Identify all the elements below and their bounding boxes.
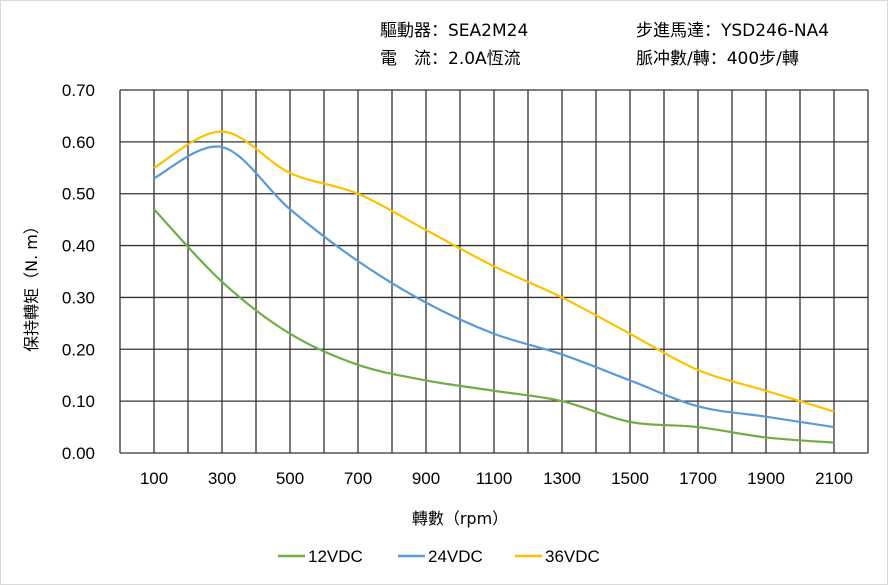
motor-label: 步進馬達： bbox=[636, 21, 721, 41]
pulses-info: 脈冲數/轉：400步/轉 bbox=[636, 44, 799, 69]
y-tick-label: 0.60 bbox=[62, 133, 95, 152]
x-tick-label: 1700 bbox=[679, 469, 717, 488]
x-tick-label: 2100 bbox=[815, 469, 853, 488]
x-tick-label: 1100 bbox=[476, 469, 513, 488]
y-tick-label: 0.40 bbox=[62, 237, 95, 256]
pulses-value: 400步/轉 bbox=[726, 49, 799, 69]
current-label: 電 流： bbox=[380, 49, 448, 69]
driver-value: SEA2M24 bbox=[448, 21, 529, 41]
legend-label: 12VDC bbox=[308, 547, 363, 566]
y-tick-label: 0.20 bbox=[62, 340, 95, 359]
legend: 12VDC 24VDC 36VDC bbox=[278, 547, 600, 566]
grid bbox=[119, 89, 869, 454]
series-lines bbox=[153, 130, 835, 444]
driver-label: 驅動器： bbox=[380, 21, 448, 41]
pulses-label: 脈冲數/轉： bbox=[636, 49, 727, 69]
motor-value: YSD246-NA4 bbox=[721, 21, 830, 41]
current-value: 2.0A恆流 bbox=[448, 49, 521, 69]
series-line-36vdc bbox=[153, 130, 835, 413]
motor-info: 步進馬達：YSD246-NA4 bbox=[636, 16, 829, 41]
x-tick-labels: 100 300 500 700 900 1100 1300 1500 1700 1900 2100 bbox=[140, 469, 853, 488]
x-tick-label: 100 bbox=[140, 469, 168, 488]
y-tick-label: 0.30 bbox=[62, 288, 95, 307]
series-line-12vdc bbox=[153, 208, 835, 444]
y-tick-labels: 0.00 0.10 0.20 0.30 0.40 0.50 0.60 0.70 bbox=[62, 81, 95, 463]
legend-label: 36VDC bbox=[545, 547, 600, 566]
x-tick-label: 1900 bbox=[747, 469, 785, 488]
x-tick-label: 1500 bbox=[611, 469, 649, 488]
y-tick-label: 0.70 bbox=[62, 81, 95, 100]
y-tick-label: 0.50 bbox=[62, 185, 95, 204]
x-tick-label: 700 bbox=[344, 469, 372, 488]
current-info: 電 流：2.0A恆流 bbox=[380, 44, 521, 69]
y-axis-title: 保持轉矩（N. m） bbox=[22, 218, 41, 352]
y-tick-label: 0.00 bbox=[62, 444, 95, 463]
x-tick-label: 300 bbox=[208, 469, 236, 488]
x-tick-label: 900 bbox=[412, 469, 440, 488]
x-tick-label: 500 bbox=[276, 469, 304, 488]
x-axis-title: 轉數（rpm） bbox=[412, 509, 508, 528]
legend-label: 24VDC bbox=[428, 547, 483, 566]
x-tick-label: 1300 bbox=[543, 469, 581, 488]
driver-info: 驅動器：SEA2M24 bbox=[380, 16, 528, 41]
series-line-24vdc bbox=[153, 145, 835, 429]
y-tick-label: 0.10 bbox=[62, 392, 95, 411]
